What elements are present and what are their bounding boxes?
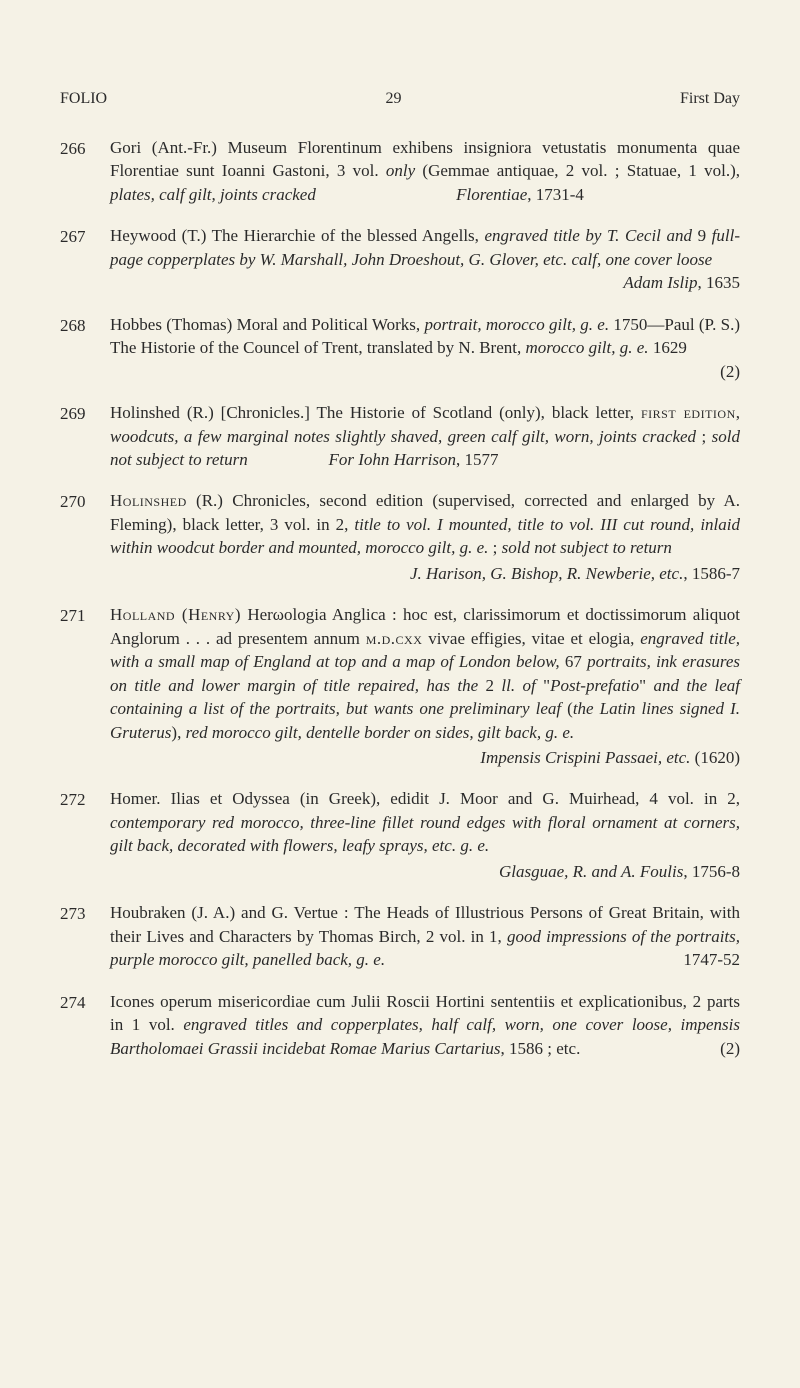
catalogue-entry: 269Holinshed (R.) [Chronicles.] The Hist…	[60, 401, 740, 471]
lot-number: 268	[60, 313, 110, 383]
entries-list: 266Gori (Ant.-Fr.) Museum Florentinum ex…	[60, 136, 740, 1060]
lot-description: Heywood (T.) The Hierarchie of the bless…	[110, 224, 740, 294]
catalogue-entry: 266Gori (Ant.-Fr.) Museum Florentinum ex…	[60, 136, 740, 206]
lot-description: Holinshed (R.) [Chronicles.] The Histori…	[110, 401, 740, 471]
lot-number: 272	[60, 787, 110, 883]
catalogue-entry: 271Holland (Henry) Herωologia Anglica : …	[60, 603, 740, 769]
lot-number: 269	[60, 401, 110, 471]
header-right: First Day	[680, 90, 740, 108]
lot-description: Hobbes (Thomas) Moral and Political Work…	[110, 313, 740, 383]
page-container: FOLIO 29 First Day 266Gori (Ant.-Fr.) Mu…	[0, 0, 800, 1138]
catalogue-entry: 273Houbraken (J. A.) and G. Vertue : The…	[60, 901, 740, 971]
catalogue-entry: 274Icones operum misericordiae cum Julii…	[60, 990, 740, 1060]
catalogue-entry: 270Holinshed (R.) Chronicles, second edi…	[60, 489, 740, 585]
lot-description: Icones operum misericordiae cum Julii Ro…	[110, 990, 740, 1060]
lot-number: 267	[60, 224, 110, 294]
lot-number: 273	[60, 901, 110, 971]
catalogue-entry: 268Hobbes (Thomas) Moral and Political W…	[60, 313, 740, 383]
header-left: FOLIO	[60, 90, 107, 108]
page-header: FOLIO 29 First Day	[60, 90, 740, 108]
lot-number: 274	[60, 990, 110, 1060]
header-page-number: 29	[386, 90, 402, 108]
lot-number: 271	[60, 603, 110, 769]
lot-number: 270	[60, 489, 110, 585]
lot-description: Gori (Ant.-Fr.) Museum Florentinum exhib…	[110, 136, 740, 206]
lot-description: Homer. Ilias et Odyssea (in Greek), edid…	[110, 787, 740, 883]
catalogue-entry: 272Homer. Ilias et Odyssea (in Greek), e…	[60, 787, 740, 883]
lot-number: 266	[60, 136, 110, 206]
lot-description: Holinshed (R.) Chronicles, second editio…	[110, 489, 740, 585]
catalogue-entry: 267Heywood (T.) The Hierarchie of the bl…	[60, 224, 740, 294]
lot-description: Houbraken (J. A.) and G. Vertue : The He…	[110, 901, 740, 971]
lot-description: Holland (Henry) Herωologia Anglica : hoc…	[110, 603, 740, 769]
